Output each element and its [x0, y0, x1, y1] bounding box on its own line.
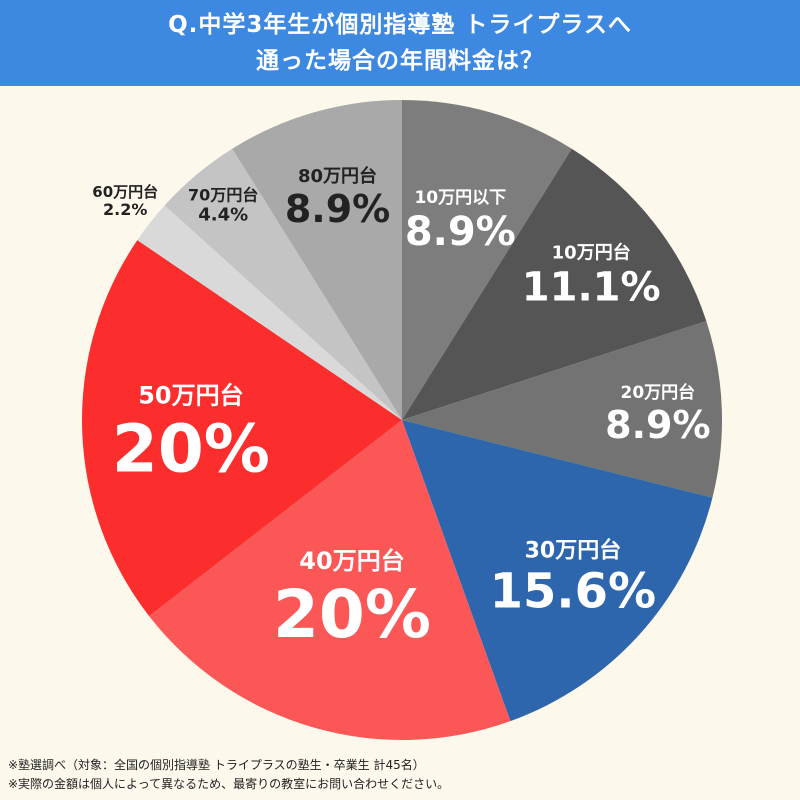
pie-slice [402, 321, 722, 498]
slice-value-label: 2.2% [103, 200, 147, 219]
pie-slice [137, 205, 402, 420]
title-line-1: Q.中学3年生が個別指導塾 トライプラスへ [168, 12, 632, 38]
slice-value-label: 15.6% [490, 564, 657, 620]
slice-value-label: 20% [273, 576, 431, 653]
slice-label: 40万円台 [299, 547, 404, 575]
slice-label: 80万円台 [298, 165, 377, 187]
pie-slice [402, 148, 707, 421]
slice-value-label: 8.9% [605, 403, 710, 447]
footnote-source: ※塾選調べ（対象：全国の個別指導塾 トライプラスの塾生・卒業生 計45名） [8, 758, 425, 772]
slice-value-label: 20% [112, 411, 270, 488]
chart-title: Q.中学3年生が個別指導塾 トライプラスへ 通った場合の年間料金は？ [0, 0, 800, 86]
slice-label: 50万円台 [138, 382, 243, 410]
footnotes: ※塾選調べ（対象：全国の個別指導塾 トライプラスの塾生・卒業生 計45名） ※実… [8, 756, 792, 794]
pie-slice [232, 100, 402, 420]
slice-label: 60万円台 [92, 183, 158, 201]
pie-slice [164, 148, 402, 421]
footnote-disclaimer: ※実際の金額は個人によって異なるため、最寄りの教室にお問い合わせください。 [8, 777, 450, 791]
slice-label: 10万円台 [552, 241, 631, 263]
slice-label: 10万円以下 [414, 188, 506, 208]
slice-label: 30万円台 [525, 538, 622, 564]
slice-label: 20万円台 [621, 382, 696, 403]
slice-value-label: 8.9% [405, 209, 516, 255]
title-line-2: 通った場合の年間料金は？ [256, 48, 544, 74]
slice-value-label: 4.4% [198, 204, 248, 225]
pie-slice [81, 240, 402, 617]
pie-slice [402, 420, 713, 722]
pie-slice [402, 100, 572, 420]
slice-value-label: 11.1% [522, 264, 661, 310]
slice-label: 70万円台 [188, 185, 258, 204]
pie-slice [149, 420, 511, 740]
slice-value-label: 8.9% [285, 187, 390, 231]
